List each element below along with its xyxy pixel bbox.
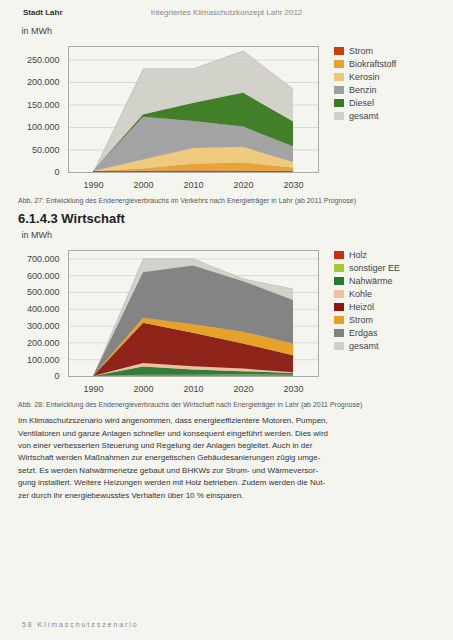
html-text:gesamt: gesamt xyxy=(349,111,379,121)
svg-text:2010: 2010 xyxy=(183,180,203,190)
svg-text:1990: 1990 xyxy=(83,384,103,394)
svg-text:2020: 2020 xyxy=(233,180,253,190)
svg-text:50.000: 50.000 xyxy=(32,145,60,155)
html-text:Kerosin: Kerosin xyxy=(349,72,380,82)
svg-text:in MWh: in MWh xyxy=(22,26,53,36)
svg-text:0: 0 xyxy=(54,371,59,381)
html-text:gesamt: gesamt xyxy=(349,341,379,352)
svg-text:400.000: 400.000 xyxy=(27,304,60,314)
html-text:Benzin: Benzin xyxy=(349,85,377,95)
svg-text:200.000: 200.000 xyxy=(27,338,60,348)
html-text:Abb. 27: Entwicklung des Enden: Abb. 27: Entwicklung des Endenergieverbr… xyxy=(18,197,356,204)
html-text:Diesel: Diesel xyxy=(349,98,374,108)
svg-text:2020: 2020 xyxy=(233,384,253,394)
svg-text:500.000: 500.000 xyxy=(27,287,60,297)
svg-text:600.000: 600.000 xyxy=(27,271,60,281)
html-text:Strom: Strom xyxy=(349,315,373,326)
svg-text:2010: 2010 xyxy=(183,384,203,394)
svg-text:1990: 1990 xyxy=(83,180,103,190)
svg-text:2000: 2000 xyxy=(133,180,153,190)
svg-text:2030: 2030 xyxy=(283,180,303,190)
svg-text:2000: 2000 xyxy=(133,384,153,394)
svg-text:300.000: 300.000 xyxy=(27,321,60,331)
html-text:Heizöl: Heizöl xyxy=(349,302,374,313)
html-text:Integriertes Klimaschutzkonzep: Integriertes Klimaschutzkonzept Lahr 201… xyxy=(150,8,303,17)
svg-text:700.000: 700.000 xyxy=(27,254,60,264)
html-text:Abb. 28: Entwicklung des Enden: Abb. 28: Entwicklung des Endenergieverbr… xyxy=(18,401,363,409)
svg-text:100.000: 100.000 xyxy=(27,355,60,365)
html-text:Strom: Strom xyxy=(349,46,373,56)
svg-text:250.000: 250.000 xyxy=(27,55,60,65)
html-text:sonstiger EE: sonstiger EE xyxy=(349,263,400,274)
svg-text:150.000: 150.000 xyxy=(27,100,60,110)
svg-text:200.000: 200.000 xyxy=(27,77,60,87)
html-text:Stadt Lahr: Stadt Lahr xyxy=(23,8,63,17)
html-text:6.1.4.3 Wirtschaft: 6.1.4.3 Wirtschaft xyxy=(18,211,125,227)
html-text:Biokraftstoff: Biokraftstoff xyxy=(349,59,397,69)
html-text:Im Klimaschutzszenario wird an: Im Klimaschutzszenario wird angenommen, … xyxy=(18,416,328,500)
html-text:Nahwärme: Nahwärme xyxy=(349,276,393,287)
html-text:Erdgas: Erdgas xyxy=(349,328,378,339)
svg-text:in MWh: in MWh xyxy=(22,230,53,240)
svg-text:2030: 2030 xyxy=(283,384,303,394)
html-text:Holz: Holz xyxy=(349,250,367,261)
html-text:Kohle: Kohle xyxy=(349,289,372,300)
html-text:5 8 K l i m a s c h u t z s z: 5 8 K l i m a s c h u t z s z e n a r i … xyxy=(22,621,137,628)
svg-text:0: 0 xyxy=(54,167,59,177)
svg-text:100.000: 100.000 xyxy=(27,122,60,132)
